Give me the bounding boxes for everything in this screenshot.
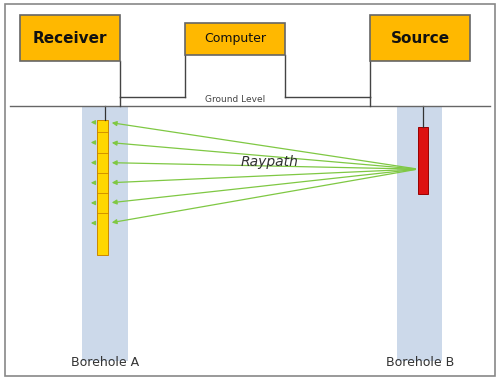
Bar	[398, 106, 442, 361]
Text: Computer: Computer	[204, 32, 266, 46]
Text: Receiver: Receiver	[33, 30, 107, 46]
Text: Borehole B: Borehole B	[386, 356, 454, 369]
Bar	[418, 127, 428, 194]
Bar	[20, 15, 120, 61]
Bar	[82, 106, 128, 361]
Bar	[185, 23, 285, 55]
Bar	[97, 120, 108, 255]
Text: Source: Source	[390, 30, 450, 46]
Bar	[370, 15, 470, 61]
Text: Borehole A: Borehole A	[71, 356, 139, 369]
Text: Raypath: Raypath	[241, 155, 299, 168]
Text: Ground Level: Ground Level	[205, 95, 265, 104]
